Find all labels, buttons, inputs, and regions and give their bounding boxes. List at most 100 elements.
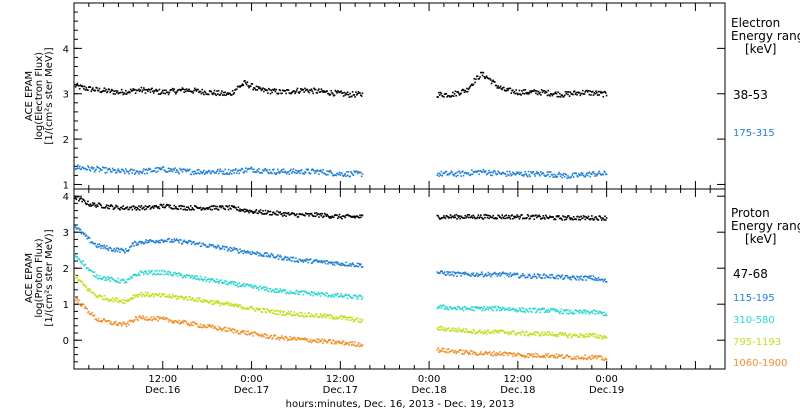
data-point bbox=[466, 87, 468, 90]
data-point bbox=[329, 313, 332, 316]
data-point bbox=[516, 310, 518, 313]
data-point bbox=[540, 276, 542, 279]
data-point bbox=[564, 309, 567, 312]
data-point bbox=[575, 218, 578, 221]
data-point bbox=[556, 175, 559, 178]
data-point bbox=[453, 307, 456, 310]
data-point bbox=[88, 86, 91, 88]
data-point bbox=[226, 330, 229, 332]
data-point bbox=[102, 89, 105, 92]
data-point bbox=[284, 314, 287, 316]
data-point bbox=[99, 91, 102, 93]
data-point bbox=[322, 216, 324, 218]
data-point bbox=[342, 340, 345, 342]
data-point bbox=[135, 170, 138, 173]
data-point bbox=[506, 352, 508, 354]
data-point bbox=[207, 169, 210, 172]
data-point bbox=[466, 307, 468, 309]
data-point bbox=[308, 258, 310, 261]
electron-panel-frame bbox=[73, 2, 726, 190]
data-point bbox=[518, 173, 521, 176]
data-point bbox=[138, 274, 141, 277]
data-point bbox=[341, 262, 344, 265]
data-point bbox=[178, 241, 180, 244]
data-point bbox=[355, 265, 358, 267]
data-point bbox=[584, 309, 587, 311]
data-point bbox=[180, 88, 183, 91]
data-point bbox=[449, 306, 452, 308]
data-point bbox=[574, 93, 577, 96]
data-point bbox=[153, 90, 156, 92]
data-point bbox=[359, 214, 361, 217]
data-point bbox=[116, 250, 119, 253]
data-point bbox=[242, 284, 245, 287]
data-point bbox=[265, 337, 268, 339]
data-point bbox=[295, 90, 297, 93]
data-point bbox=[353, 344, 356, 347]
data-point bbox=[215, 281, 217, 283]
data-point bbox=[478, 173, 481, 176]
data-point bbox=[581, 336, 584, 339]
data-point bbox=[225, 205, 227, 207]
data-point bbox=[355, 265, 357, 267]
data-point bbox=[502, 86, 504, 89]
data-point bbox=[605, 314, 608, 317]
data-point bbox=[81, 280, 83, 283]
data-point bbox=[349, 341, 351, 343]
data-point bbox=[286, 89, 288, 91]
data-point bbox=[563, 334, 565, 336]
data-point bbox=[439, 304, 442, 307]
data-point bbox=[532, 170, 535, 173]
data-point bbox=[124, 322, 126, 325]
data-point bbox=[231, 304, 234, 307]
data-point bbox=[587, 311, 590, 313]
data-point bbox=[311, 214, 314, 217]
data-point bbox=[320, 314, 323, 317]
data-point bbox=[540, 355, 542, 358]
data-point bbox=[285, 292, 287, 295]
data-point bbox=[453, 351, 456, 354]
data-point bbox=[439, 218, 442, 220]
data-point bbox=[554, 310, 557, 313]
data-point bbox=[472, 272, 475, 274]
data-point bbox=[454, 272, 457, 275]
data-point bbox=[329, 169, 332, 172]
data-point bbox=[249, 85, 252, 88]
data-point bbox=[95, 276, 97, 278]
data-point bbox=[268, 287, 271, 290]
data-point bbox=[350, 215, 352, 218]
proton-series-5 bbox=[74, 296, 608, 361]
data-point bbox=[221, 205, 223, 207]
data-point bbox=[485, 307, 488, 310]
data-point bbox=[475, 78, 477, 81]
data-point bbox=[109, 169, 111, 171]
data-point bbox=[479, 353, 481, 355]
data-point bbox=[583, 335, 586, 338]
data-point bbox=[261, 255, 264, 257]
data-point bbox=[216, 90, 218, 92]
data-point bbox=[202, 91, 204, 94]
data-point bbox=[532, 333, 535, 335]
data-point bbox=[171, 87, 174, 90]
data-point bbox=[529, 275, 531, 277]
data-point bbox=[277, 93, 279, 95]
data-point bbox=[583, 311, 586, 313]
data-point bbox=[332, 316, 335, 319]
data-point bbox=[203, 93, 205, 96]
data-point bbox=[343, 174, 346, 176]
data-point bbox=[249, 210, 252, 213]
data-point bbox=[457, 350, 459, 353]
data-point bbox=[354, 318, 356, 321]
data-point bbox=[521, 214, 523, 216]
data-point bbox=[329, 339, 332, 341]
data-point bbox=[269, 311, 272, 314]
data-point bbox=[227, 304, 230, 306]
data-point bbox=[171, 170, 174, 173]
data-point bbox=[480, 353, 483, 355]
data-point bbox=[295, 214, 297, 216]
data-point bbox=[531, 214, 534, 217]
data-point bbox=[337, 90, 339, 92]
data-point bbox=[505, 352, 508, 355]
data-point bbox=[119, 300, 121, 303]
data-point bbox=[246, 81, 249, 84]
